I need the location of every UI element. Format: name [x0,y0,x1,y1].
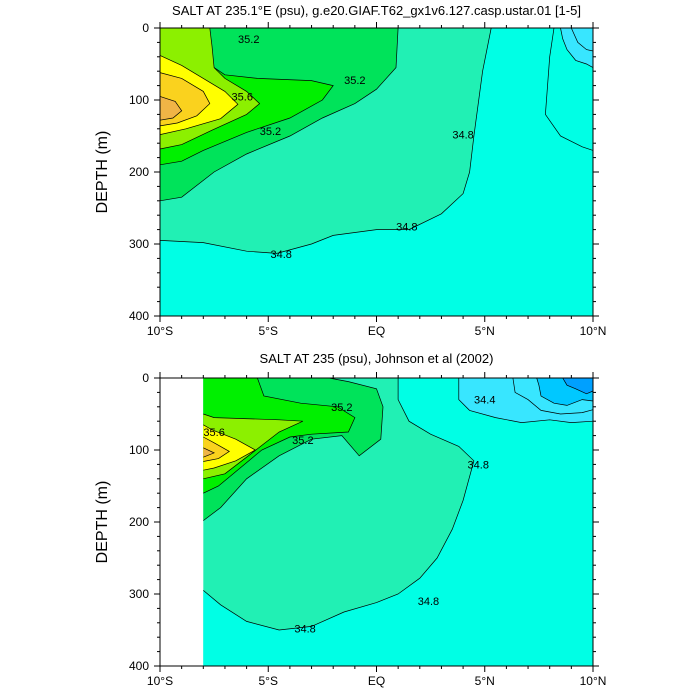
contour-fill-8 [560,28,593,68]
contour-line-1 [159,27,399,202]
y-axis-label: DEPTH (m) [94,481,111,564]
y-tick-label: 0 [142,21,149,35]
contour-label: 35.2 [238,34,259,46]
contour-line-8 [536,377,594,406]
y-tick-label: 400 [129,309,149,323]
contour-fill-10 [562,378,593,394]
contour-label: 34.8 [271,249,292,261]
contour-line-5 [159,72,211,127]
contour-label: 35.2 [331,402,352,414]
contour-fill-7 [203,447,215,458]
contour-line-9 [562,377,594,395]
contour-line-0 [203,378,475,631]
contour-label: 34.4 [474,395,495,407]
contour-label: 35.2 [260,126,281,138]
y-axis-label: DEPTH (m) [94,131,111,214]
y-tick-label: 400 [129,659,149,673]
y-tick-label: 200 [129,165,149,179]
contour-line-6 [159,96,183,121]
x-tick-label: EQ [368,674,385,688]
contour-label: 35.6 [203,427,224,439]
contour-line-9 [570,27,594,52]
contour-line-4 [203,424,257,471]
contour-label: 35.6 [232,91,253,103]
contour-fill-1 [203,378,594,666]
contour-label: 34.8 [452,130,473,142]
contour-label: 34.8 [396,222,417,234]
contour-line-4 [159,55,239,135]
contour-line-7 [545,27,594,151]
contour-line-3 [203,413,304,480]
x-tick-label: EQ [368,324,385,338]
contour-fill-7 [160,96,182,121]
bottom-contour-panel: 34.4 35.2 35.6 35.2 34.8 34.8 34.8 0 100 200 300 40… [94,351,606,688]
contour-fill-1 [160,28,593,316]
contour-line-8 [560,27,594,68]
contour-line-0 [159,27,492,254]
y-tick-label: 100 [129,93,149,107]
x-tick-label: 10°S [147,324,173,338]
x-tick-label: 10°N [580,324,607,338]
contour-line-1 [203,377,384,521]
y-tick-label: 300 [129,237,149,251]
x-tick-label: 5°S [259,324,278,338]
x-tick-label: 10°S [147,674,173,688]
x-tick-label: 5°N [475,324,495,338]
contour-label: 35.2 [344,75,365,87]
x-tick-label: 10°N [580,674,607,688]
y-tick-label: 300 [129,587,149,601]
contour-line-6 [203,447,215,458]
contour-line-3 [159,67,261,150]
contour-label: 35.2 [292,435,313,447]
chart-title: SALT AT 235.1°E (psu), g.e20.GIAF.T62_gx… [172,3,581,18]
contour-line-7 [458,378,594,423]
x-tick-label: 5°N [475,674,495,688]
contour-fill-3 [203,378,355,494]
contour-line-5 [203,436,230,462]
top-contour-panel: 35.2 35.2 35.6 35.2 34.8 34.8 34.8 0 100 200 300 40… [94,3,606,338]
chart-title: SALT AT 235 (psu), Johnson et al (2002) [260,351,494,366]
y-tick-label: 0 [142,371,149,385]
y-tick-label: 100 [129,443,149,457]
contour-label: 34.8 [418,596,439,608]
y-tick-label: 200 [129,515,149,529]
x-tick-label: 5°S [259,674,278,688]
contour-line-2 [203,377,356,494]
contour-line-10 [512,377,594,415]
contour-label: 34.8 [468,459,489,471]
contour-label: 34.8 [294,624,315,636]
